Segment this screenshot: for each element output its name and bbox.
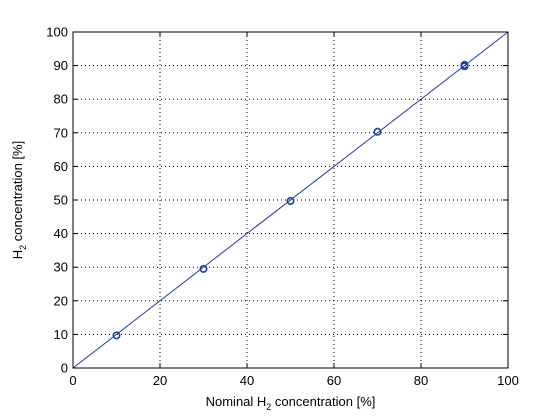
x-axis-label: Nominal H2 concentration [%] bbox=[206, 394, 376, 412]
x-tick-label: 40 bbox=[240, 373, 254, 388]
x-tick-label: 100 bbox=[497, 373, 519, 388]
y-tick-label: 60 bbox=[54, 159, 68, 174]
y-tick-label: 40 bbox=[54, 226, 68, 241]
tick-labels: 0 20 40 60 80 100 0 10 20 30 40 50 60 70 80 90 100 bbox=[46, 25, 519, 389]
x-tick-label: 20 bbox=[153, 373, 167, 388]
data-point bbox=[199, 264, 208, 273]
y-tick-label: 0 bbox=[61, 361, 68, 376]
y-tick-label: 90 bbox=[54, 58, 68, 73]
data-point bbox=[286, 197, 295, 206]
y-axis-label: H2 concentration [%] bbox=[10, 141, 28, 259]
y-tick-label: 80 bbox=[54, 92, 68, 107]
y-tick-label: 50 bbox=[54, 193, 68, 208]
grid bbox=[73, 32, 508, 368]
y-tick-label: 70 bbox=[54, 125, 68, 140]
x-tick-label: 0 bbox=[69, 373, 76, 388]
plot-data bbox=[72, 31, 509, 369]
data-point bbox=[373, 127, 382, 136]
data-point bbox=[112, 331, 121, 340]
x-tick-label: 80 bbox=[414, 373, 428, 388]
y-tick-label: 20 bbox=[54, 293, 68, 308]
y-tick-label: 10 bbox=[54, 327, 68, 342]
y-tick-label: 100 bbox=[46, 25, 68, 40]
y-tick-label: 30 bbox=[54, 260, 68, 275]
x-tick-label: 60 bbox=[327, 373, 341, 388]
fit-line bbox=[72, 31, 509, 369]
axis-ticks bbox=[72, 31, 509, 369]
data-point bbox=[460, 60, 469, 69]
